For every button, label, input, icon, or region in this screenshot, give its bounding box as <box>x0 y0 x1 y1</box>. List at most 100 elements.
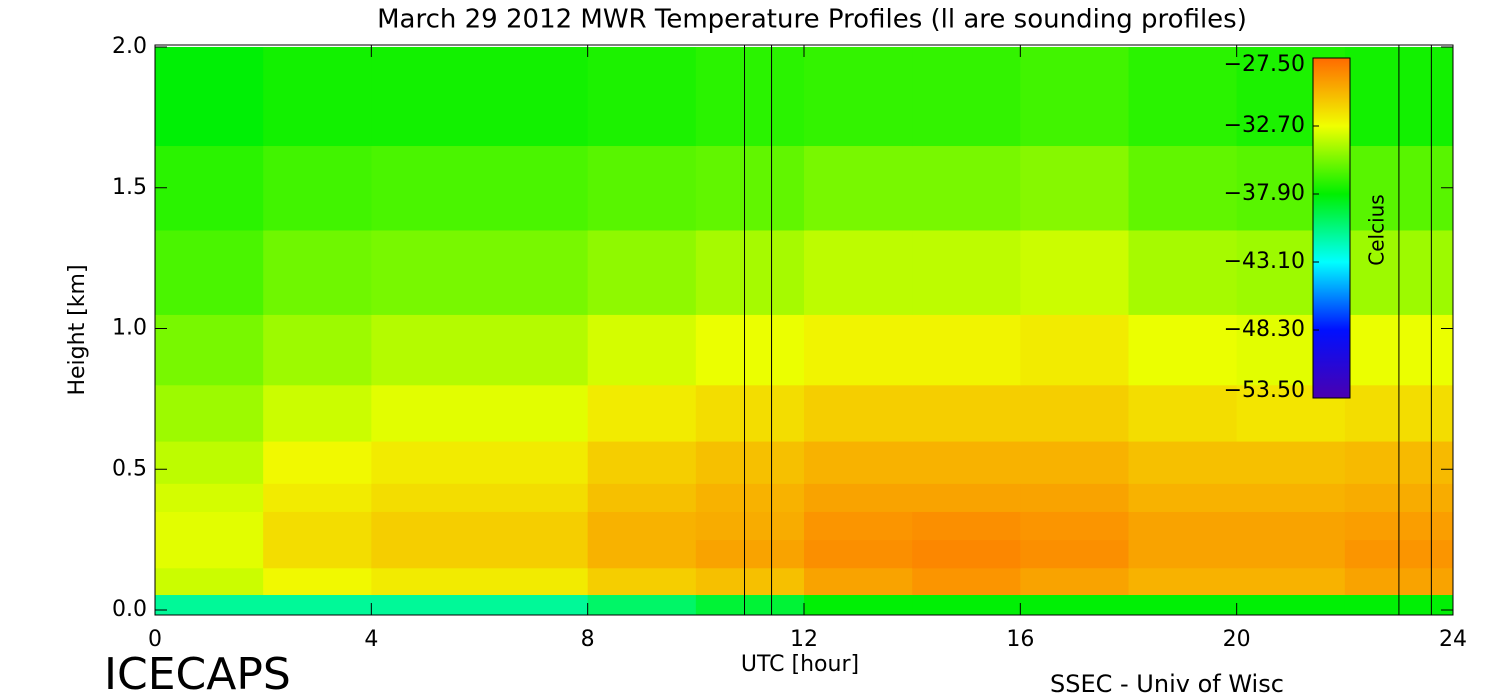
heat-cell <box>371 567 480 596</box>
heat-cell <box>371 441 480 484</box>
colorbar-tick-label: −32.70 <box>1224 113 1305 138</box>
x-tick-label: 0 <box>148 627 162 652</box>
heat-cell <box>912 483 1021 512</box>
heat-cell <box>587 47 697 147</box>
heat-cell <box>1128 511 1238 541</box>
heat-cell <box>804 229 913 315</box>
heat-cell <box>804 47 913 147</box>
heat-cell <box>479 567 589 596</box>
heat-cell <box>371 47 480 147</box>
heat-cell <box>695 483 805 512</box>
heat-cell <box>1020 483 1129 512</box>
heat-cell <box>1128 384 1238 442</box>
heat-cell <box>912 594 1021 616</box>
x-tick-label: 4 <box>364 627 378 652</box>
heat-cell <box>587 229 697 315</box>
heat-cell <box>1020 539 1129 569</box>
heat-cell <box>371 594 480 616</box>
heat-cell <box>1020 511 1129 541</box>
heat-cell <box>695 384 805 442</box>
heat-cell <box>804 314 913 386</box>
heat-cell <box>695 511 805 541</box>
colorbar-tick-label: −53.50 <box>1224 378 1305 403</box>
heat-cell <box>1128 483 1238 512</box>
heat-cell <box>912 567 1021 596</box>
heat-cell <box>263 511 372 541</box>
colorbar-tick-label: −43.10 <box>1224 249 1305 274</box>
heat-cell <box>155 511 264 541</box>
heat-cell <box>263 441 372 484</box>
heat-cell <box>371 314 480 386</box>
heat-cell <box>1020 441 1129 484</box>
annotation: SSEC - Univ of Wisc <box>1050 670 1284 698</box>
heat-cell <box>263 47 372 147</box>
heat-cell <box>804 567 913 596</box>
heat-cell <box>1236 483 1346 512</box>
heat-cell <box>155 594 264 616</box>
heat-cell <box>912 511 1021 541</box>
heat-cell <box>912 47 1021 147</box>
heat-cell <box>1020 229 1129 315</box>
heat-cell <box>1020 567 1129 596</box>
heat-cell <box>1236 441 1346 484</box>
heat-cell <box>912 384 1021 442</box>
heat-cell <box>1128 47 1238 147</box>
colorbar-tick-label: −48.30 <box>1224 317 1305 342</box>
x-tick-label: 16 <box>1006 627 1034 652</box>
heat-cell <box>479 229 589 315</box>
heat-cell <box>1128 145 1238 231</box>
heat-cell <box>263 145 372 231</box>
heat-cell <box>1020 594 1129 616</box>
heat-cell <box>804 384 913 442</box>
heat-cell <box>695 145 805 231</box>
y-tick-label: 2.0 <box>112 34 147 59</box>
heat-cell <box>263 539 372 569</box>
annotation: ICECAPS <box>104 649 291 700</box>
heat-cell <box>1236 511 1346 541</box>
heat-cell <box>479 594 589 616</box>
heat-cell <box>695 314 805 386</box>
heat-cell <box>479 483 589 512</box>
heat-cell <box>479 384 589 442</box>
heat-cell <box>155 314 264 386</box>
heat-cell <box>804 145 913 231</box>
heat-cell <box>155 483 264 512</box>
x-tick-label: 8 <box>581 627 595 652</box>
heat-cell <box>695 441 805 484</box>
y-tick-label: 1.5 <box>112 175 147 200</box>
heat-cell <box>155 441 264 484</box>
heat-cell <box>263 314 372 386</box>
heat-cell <box>1020 314 1129 386</box>
colorbar-label: Celcius <box>1365 194 1389 265</box>
heat-cell <box>155 229 264 315</box>
heat-cell <box>1128 229 1238 315</box>
heat-cell <box>479 314 589 386</box>
heat-cell <box>263 483 372 512</box>
heat-cell <box>804 594 913 616</box>
heat-cell <box>804 511 913 541</box>
heat-cell <box>804 539 913 569</box>
heat-cell <box>1128 567 1238 596</box>
heat-cell <box>912 539 1021 569</box>
heat-cell <box>263 567 372 596</box>
heat-cell <box>587 314 697 386</box>
colorbar-tick-label: −27.50 <box>1224 52 1305 77</box>
heat-cell <box>587 511 697 541</box>
heat-cell <box>479 539 589 569</box>
heat-cell <box>1020 384 1129 442</box>
heat-cell <box>371 145 480 231</box>
heat-cell <box>371 483 480 512</box>
heat-cell <box>371 539 480 569</box>
heat-cell <box>912 441 1021 484</box>
heat-cell <box>479 511 589 541</box>
colorbar-tick-label: −37.90 <box>1224 181 1305 206</box>
x-tick-label: 24 <box>1439 627 1467 652</box>
heat-cell <box>587 539 697 569</box>
y-tick-label: 0.5 <box>112 456 147 481</box>
heat-cell <box>1128 594 1238 616</box>
heat-cell <box>1020 47 1129 147</box>
heat-cell <box>1020 145 1129 231</box>
chart-title: March 29 2012 MWR Temperature Profiles (… <box>377 5 1247 35</box>
heat-cell <box>263 594 372 616</box>
heat-cell <box>587 441 697 484</box>
